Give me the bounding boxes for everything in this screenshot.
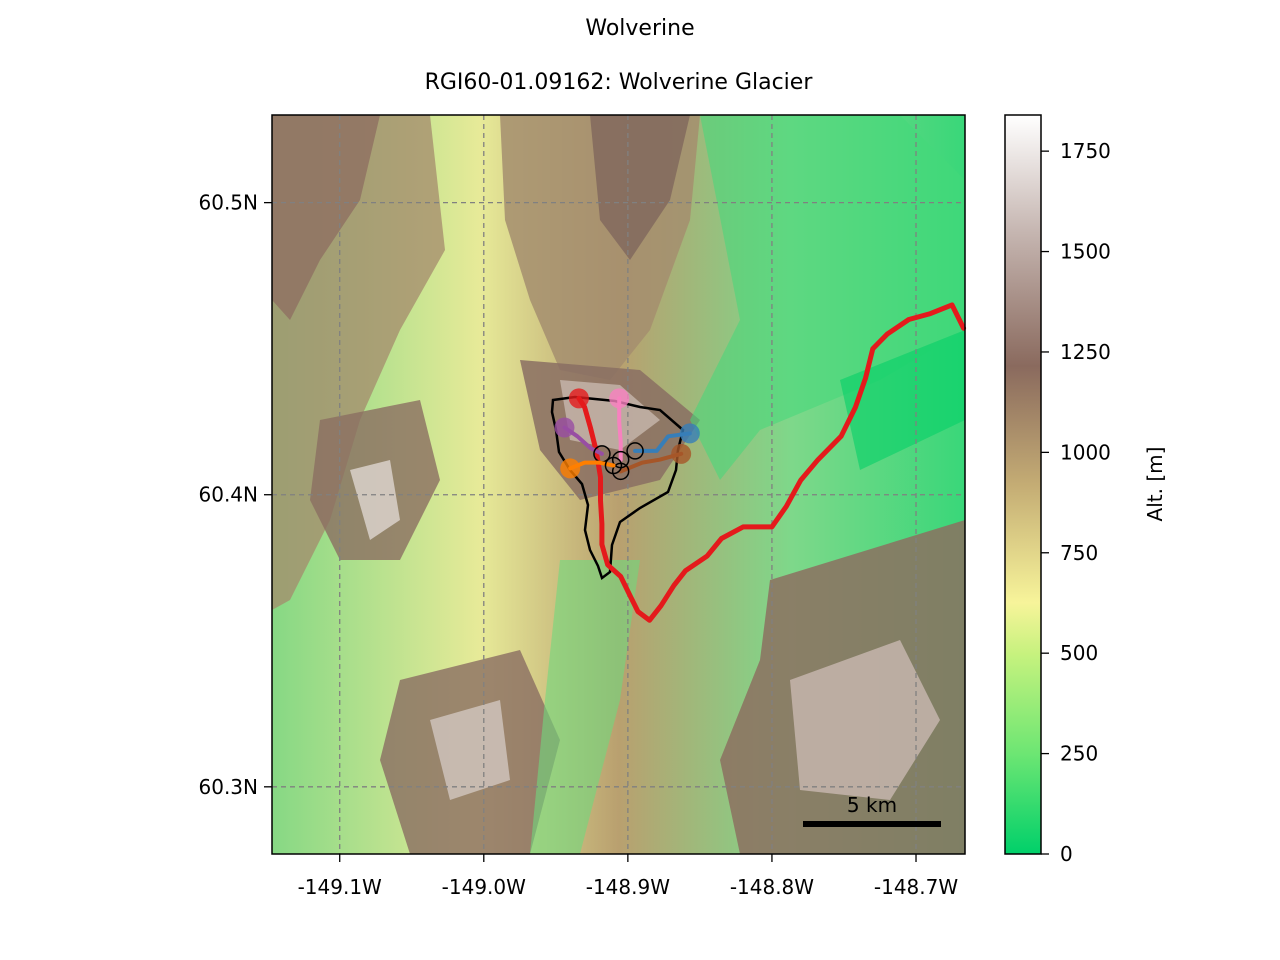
flowline-head-marker xyxy=(680,423,700,443)
colorbar-label: Alt. [m] xyxy=(1143,447,1167,522)
colorbar-tick-label: 250 xyxy=(1060,742,1098,766)
scale-bar-label: 5 km xyxy=(847,793,897,817)
lon-tick-label: -148.9W xyxy=(586,875,670,899)
flowline-head-marker xyxy=(554,418,574,438)
colorbar-tick-label: 1000 xyxy=(1060,440,1111,464)
flowline-head-marker xyxy=(671,444,691,464)
flowline-head-marker xyxy=(569,388,589,408)
colorbar-tick-label: 500 xyxy=(1060,641,1098,665)
lon-tick-label: -149.0W xyxy=(442,875,526,899)
flowline-head-marker xyxy=(560,458,580,478)
lat-tick-label: 60.5N xyxy=(199,191,259,215)
lon-tick-label: -148.7W xyxy=(874,875,958,899)
longitude-ticks: -149.1W -149.0W -148.9W -148.8W -148.7W xyxy=(298,854,959,899)
flowline-head-marker xyxy=(609,388,629,408)
colorbar-tick-label: 1500 xyxy=(1060,240,1111,264)
colorbar-tick-label: 1750 xyxy=(1060,139,1111,163)
colorbar-ticks: 0 250 500 750 1000 1250 1500 1750 xyxy=(1041,139,1111,866)
lon-tick-label: -149.1W xyxy=(298,875,382,899)
colorbar-tick-label: 0 xyxy=(1060,842,1073,866)
lat-tick-label: 60.4N xyxy=(199,483,259,507)
colorbar-tick-label: 750 xyxy=(1060,541,1098,565)
lon-tick-label: -148.8W xyxy=(730,875,814,899)
lat-tick-label: 60.3N xyxy=(199,775,259,799)
colorbar xyxy=(1005,115,1041,854)
latitude-ticks: 60.5N 60.4N 60.3N xyxy=(199,191,273,799)
colorbar-tick-label: 1250 xyxy=(1060,340,1111,364)
elevation-raster xyxy=(272,115,965,854)
